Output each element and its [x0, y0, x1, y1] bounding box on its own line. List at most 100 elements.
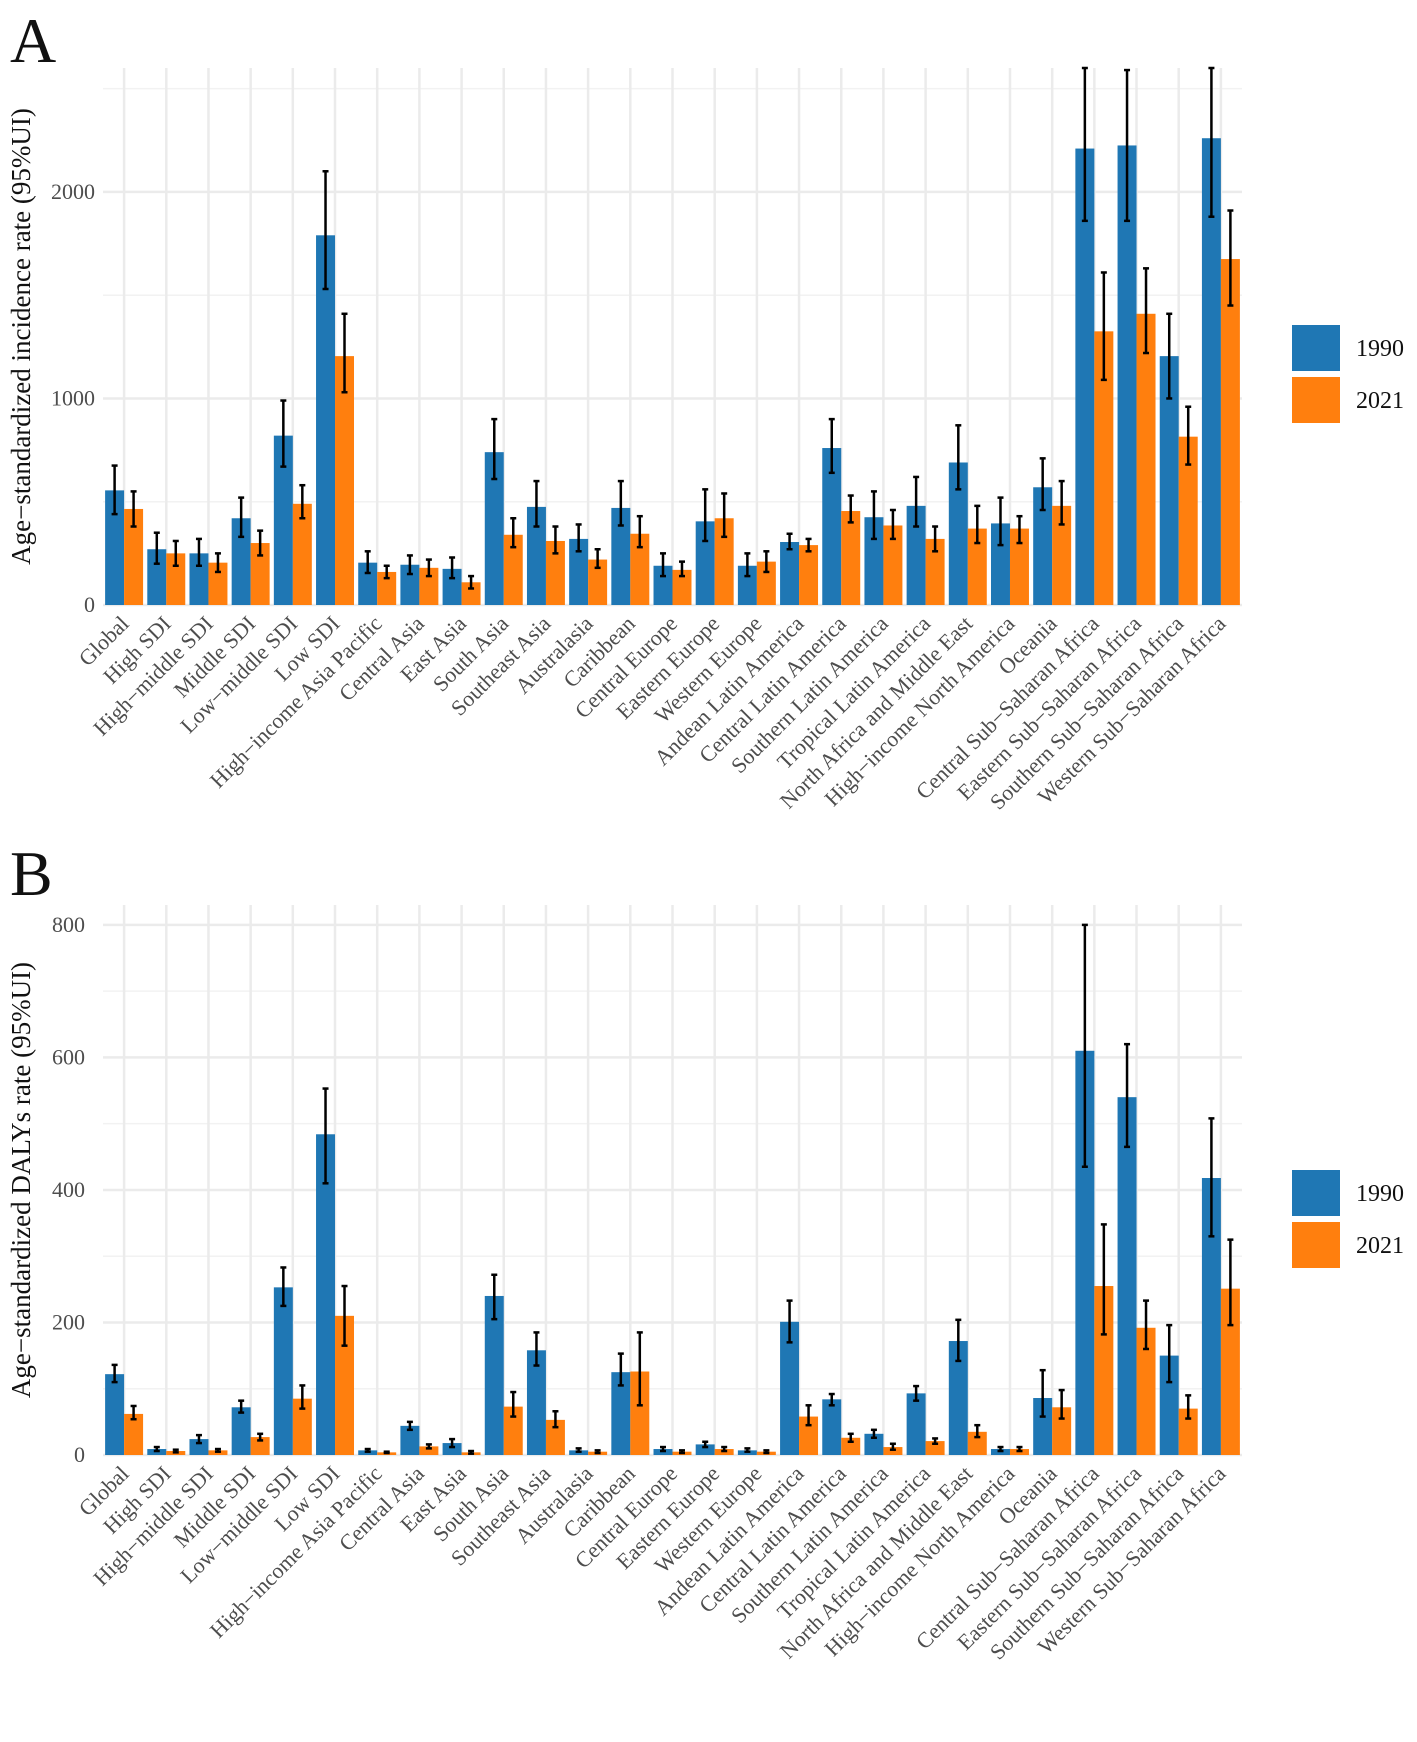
- panel-b-bar-2021: [503, 1406, 523, 1455]
- panel-b-bar-1990: [1159, 1355, 1179, 1455]
- panel-b-legend-label: 1990: [1356, 1181, 1404, 1207]
- panel-b-bar-1990: [906, 1393, 926, 1455]
- panel-a-bar-2021: [1178, 436, 1198, 605]
- panel-a-bar-1990: [906, 505, 926, 605]
- panel-a-y-tick-label: 2000: [51, 179, 95, 204]
- panel-a-bar-1990: [526, 506, 546, 605]
- panel-b-y-tick-label: 200: [52, 1309, 85, 1334]
- panel-a-y-tick-label: 0: [84, 592, 95, 617]
- panel-b-bar-1990: [484, 1295, 504, 1455]
- panel-a-bar-2021: [124, 508, 144, 605]
- panel-a-bar-2021: [292, 503, 312, 605]
- panel-b-bar-2021: [883, 1447, 903, 1455]
- panel-a-bar-1990: [1033, 487, 1053, 605]
- panel-b-bar-1990: [1201, 1178, 1221, 1455]
- panel-a-bar-2021: [672, 569, 692, 605]
- panel-b-bar-1990: [316, 1134, 336, 1455]
- panel-a-bar-1990: [948, 462, 968, 605]
- panel-a-bar-1990: [358, 562, 378, 605]
- panel-a-bar-2021: [250, 543, 270, 605]
- panel-b-bar-1990: [1033, 1398, 1053, 1455]
- panel-a-bar-1990: [105, 490, 125, 605]
- panel-b-bar-2021: [1220, 1288, 1240, 1455]
- panel-a-bar-1990: [189, 553, 209, 605]
- panel-b-bar-1990: [442, 1443, 462, 1455]
- panel-b-y-tick-label: 0: [74, 1442, 85, 1467]
- panel-b-bar-1990: [105, 1374, 125, 1455]
- panel-a-y-axis-title: Age−standardized incidence rate (95%UI): [6, 108, 36, 565]
- panel-a-bar-2021: [419, 567, 439, 605]
- panel-a-bar-2021: [461, 582, 481, 605]
- panel-b-bar-1990: [611, 1372, 631, 1455]
- panel-a-bar-1990: [653, 565, 673, 605]
- panel-b-bar-2021: [545, 1419, 565, 1455]
- panel-a-bar-1990: [695, 521, 715, 605]
- panel-a-legend-label: 1990: [1356, 336, 1404, 362]
- panel-a-bar-2021: [208, 562, 228, 605]
- panel-a-bar-1990: [737, 565, 757, 605]
- panel-b-y-axis-title: Age−standardized DALYs rate (95%UI): [6, 962, 36, 1398]
- panel-a-bar-2021: [756, 561, 776, 605]
- panel-b-y-tick-label: 800: [52, 912, 85, 937]
- panel-b-bar-2021: [967, 1431, 987, 1455]
- panel-b-legend-swatch-2021: [1292, 1222, 1340, 1268]
- panel-a-bar-1990: [316, 235, 336, 606]
- panel-a-legend-label: 2021: [1356, 388, 1404, 414]
- panel-b-bar-1990: [273, 1287, 293, 1455]
- panel-a-bar-2021: [377, 571, 397, 605]
- panel-a-bar-2021: [1136, 313, 1156, 605]
- panel-a-bar-1990: [864, 517, 884, 605]
- panel-b-bar-1990: [1117, 1097, 1137, 1455]
- panel-a-bar-1990: [484, 452, 504, 605]
- panel-b-bar-2021: [335, 1315, 355, 1455]
- panel-b-bar-2021: [841, 1437, 861, 1455]
- panel-b-bar-1990: [231, 1407, 251, 1455]
- panel-a-bar-2021: [166, 553, 186, 605]
- panel-a-bar-1990: [442, 568, 462, 605]
- panel-b-y-tick-label: 600: [52, 1044, 85, 1069]
- panel-b-bar-2021: [1178, 1408, 1198, 1455]
- panel-b-bar-2021: [124, 1413, 144, 1455]
- panel-a-bar-2021: [335, 356, 355, 605]
- panel-a-bar-1990: [1075, 148, 1095, 606]
- panel-a-bar-2021: [1094, 331, 1114, 605]
- panel-b-bar-1990: [1075, 1050, 1095, 1455]
- panel-a-bar-2021: [1009, 528, 1029, 605]
- panel-a-bar-2021: [545, 540, 565, 605]
- panel-b-legend-swatch-1990: [1292, 1170, 1340, 1216]
- panel-a-bar-2021: [503, 534, 523, 605]
- panel-a-bar-1990: [780, 542, 800, 605]
- panel-a-legend-swatch-1990: [1292, 325, 1340, 371]
- panel-a-bar-2021: [630, 533, 650, 605]
- panel-a-bar-1990: [1117, 145, 1137, 606]
- panel-a-bar-1990: [1201, 138, 1221, 605]
- panel-b-bar-1990: [822, 1399, 842, 1455]
- panel-a-bar-1990: [569, 538, 589, 605]
- panel-b-y-tick-label: 400: [52, 1177, 85, 1202]
- panel-a-bar-2021: [967, 528, 987, 605]
- panel-a-bar-2021: [883, 525, 903, 605]
- panel-a-bar-1990: [822, 448, 842, 605]
- panel-b-bar-1990: [948, 1341, 968, 1455]
- panel-a-bar-2021: [1052, 505, 1072, 605]
- panel-b-bar-2021: [292, 1398, 312, 1455]
- panel-a-bar-1990: [990, 523, 1010, 605]
- panel-b-label: B: [10, 838, 53, 909]
- panel-a-bar-1990: [147, 549, 167, 605]
- panel-a-bar-2021: [925, 538, 945, 605]
- panel-a-bar-1990: [273, 435, 293, 605]
- panel-b-bar-1990: [189, 1439, 209, 1455]
- panel-a-y-tick-label: 1000: [51, 385, 95, 410]
- panel-a-bar-1990: [400, 564, 420, 605]
- panel-b-bar-2021: [1136, 1327, 1156, 1455]
- panel-a-bar-1990: [611, 507, 631, 605]
- panel-a-bar-1990: [231, 518, 251, 605]
- panel-b-bar-2021: [630, 1371, 650, 1455]
- panel-a-bar-2021: [799, 545, 819, 605]
- panel-a-legend-swatch-2021: [1292, 377, 1340, 423]
- panel-b-bar-1990: [695, 1444, 715, 1455]
- panel-b-bar-2021: [925, 1441, 945, 1455]
- panel-b-bar-1990: [400, 1425, 420, 1455]
